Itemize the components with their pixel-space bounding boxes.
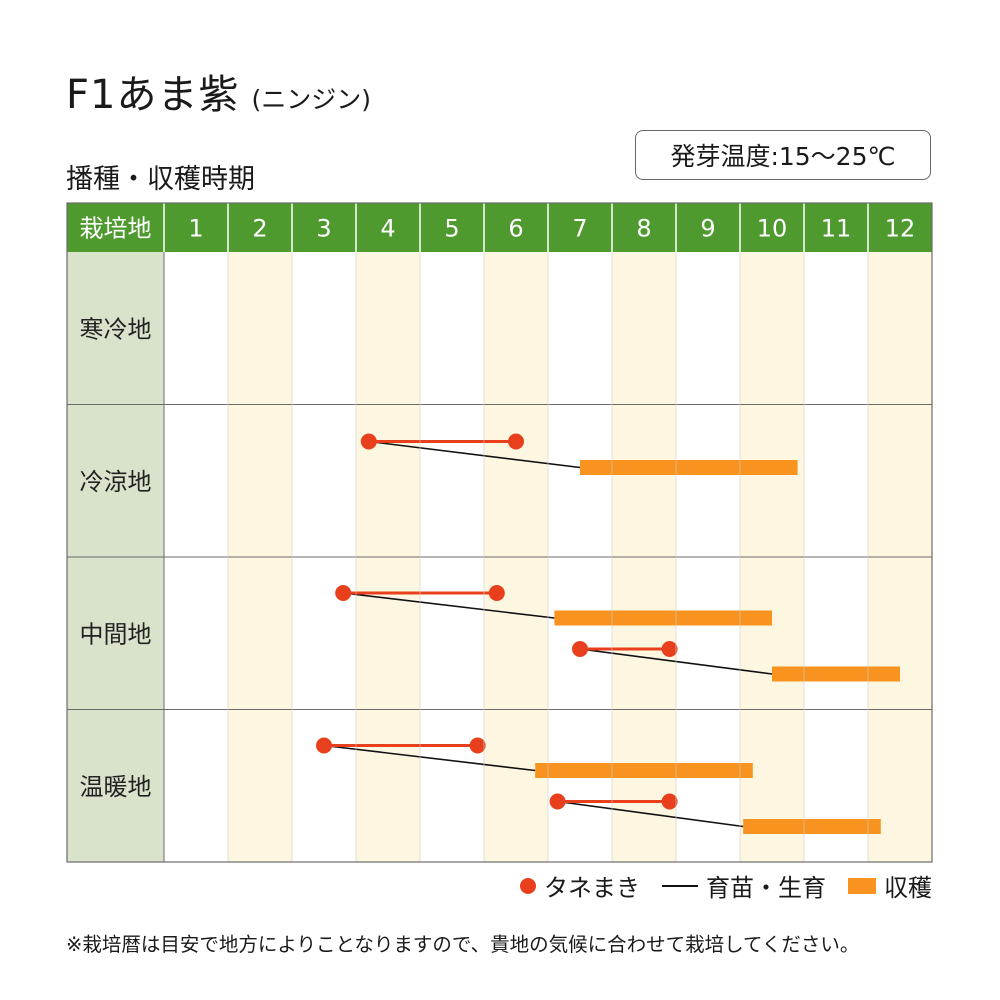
sowing-end-dot xyxy=(508,433,524,450)
harvest-bar-icon xyxy=(848,877,876,894)
sowing-start-dot xyxy=(360,433,377,450)
sowing-dot-icon xyxy=(520,877,536,894)
month-label: 6 xyxy=(508,215,523,243)
month-label: 10 xyxy=(757,215,788,243)
sowing-start-dot xyxy=(316,737,332,754)
legend-sowing: タネまき xyxy=(520,868,640,903)
month-label: 7 xyxy=(572,215,587,243)
month-label: 11 xyxy=(821,215,852,243)
legend-harvest-label: 収穫 xyxy=(884,874,932,902)
month-label: 3 xyxy=(316,215,331,243)
legend: タネまき 育苗・生育 収穫 xyxy=(498,868,932,903)
sowing-end-dot xyxy=(661,641,678,657)
growth-line xyxy=(557,800,744,828)
footnote: ※栽培暦は目安で地方によりことなりますので、貴地の気候に合わせて栽培してください… xyxy=(66,933,860,956)
variety-name: F1あま紫 xyxy=(66,72,240,118)
sowing-start-dot xyxy=(572,641,588,657)
header-bar xyxy=(67,203,932,252)
harvest-bar xyxy=(554,610,772,626)
harvest-bar xyxy=(535,763,753,778)
germination-temperature-badge: 発芽温度:15〜25℃ xyxy=(635,130,931,180)
legend-harvest: 収穫 xyxy=(848,868,932,903)
month-label: 9 xyxy=(700,215,715,243)
month-label: 4 xyxy=(380,215,395,243)
legend-growing-label: 育苗・生育 xyxy=(706,874,826,902)
germination-temperature-text: 発芽温度:15〜25℃ xyxy=(670,142,896,171)
growth-line xyxy=(323,744,536,772)
growth-line xyxy=(368,440,581,469)
chart-title: F1あま紫 (ニンジン) xyxy=(66,62,371,120)
region-label: 中間地 xyxy=(80,620,152,648)
sowing-end-dot xyxy=(469,737,486,754)
region-label: 冷涼地 xyxy=(80,468,152,496)
growth-line xyxy=(343,592,555,619)
header-region-label: 栽培地 xyxy=(80,215,152,243)
sowing-start-dot xyxy=(335,585,352,601)
month-label: 1 xyxy=(188,215,203,243)
section-title: 播種・収穫時期 xyxy=(66,164,255,195)
crop-type: (ニンジン) xyxy=(251,85,371,114)
month-label: 2 xyxy=(252,215,267,243)
month-label: 5 xyxy=(444,215,459,243)
legend-growing: 育苗・生育 xyxy=(662,868,826,903)
month-label: 12 xyxy=(885,215,916,243)
sowing-end-dot xyxy=(488,585,505,601)
harvest-bar xyxy=(580,460,798,475)
legend-sowing-label: タネまき xyxy=(544,874,640,902)
region-label: 温暖地 xyxy=(80,773,152,801)
region-label: 寒冷地 xyxy=(80,315,152,343)
sowing-end-dot xyxy=(661,793,678,810)
month-label: 8 xyxy=(636,215,651,243)
table-border xyxy=(66,202,933,863)
growth-line-icon xyxy=(662,884,698,887)
sowing-start-dot xyxy=(549,793,566,810)
harvest-bar xyxy=(772,666,900,682)
harvest-bar xyxy=(743,819,881,834)
